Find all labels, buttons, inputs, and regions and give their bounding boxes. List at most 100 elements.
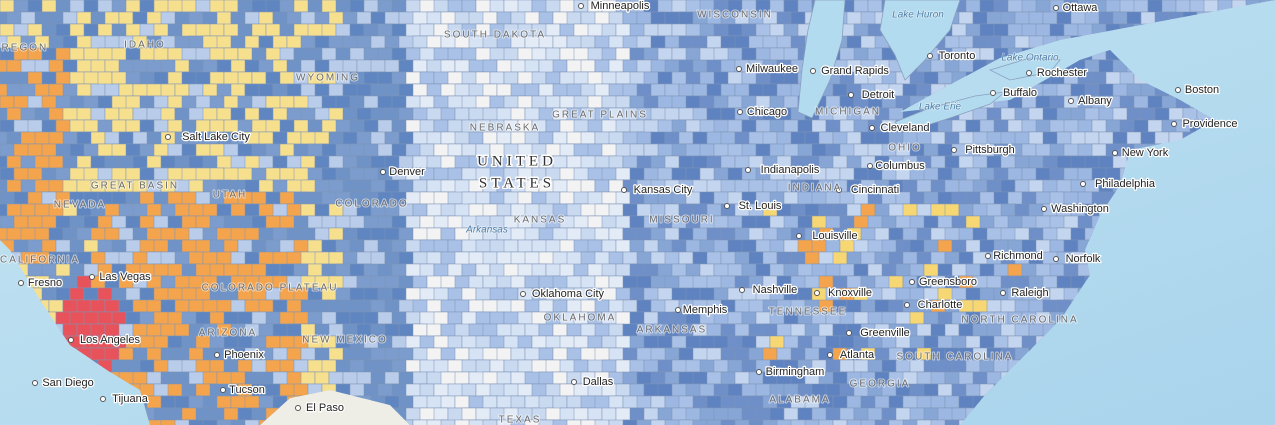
county xyxy=(552,299,568,313)
county xyxy=(216,83,232,97)
city-label: Fresno xyxy=(28,277,62,289)
county xyxy=(223,239,239,253)
county xyxy=(1021,143,1037,157)
county xyxy=(342,107,358,121)
county xyxy=(937,383,953,397)
county xyxy=(321,215,337,229)
region-label: KANSAS xyxy=(514,215,567,226)
county xyxy=(76,83,92,97)
county xyxy=(104,11,120,25)
county xyxy=(447,263,463,277)
county xyxy=(174,107,190,121)
city-dot xyxy=(745,167,751,173)
county xyxy=(587,407,603,421)
county xyxy=(475,95,491,109)
county xyxy=(755,383,771,397)
city-dot xyxy=(985,253,991,259)
county xyxy=(832,419,848,425)
city-label: Tijuana xyxy=(112,393,149,405)
county xyxy=(825,167,841,181)
county xyxy=(545,95,561,109)
county xyxy=(664,347,680,361)
county xyxy=(293,191,309,205)
water-label: Arkansas xyxy=(465,225,508,236)
city-dot xyxy=(18,280,24,286)
county xyxy=(545,23,561,37)
county xyxy=(678,59,694,73)
city-dot xyxy=(1053,5,1059,11)
county xyxy=(41,119,57,133)
county xyxy=(839,119,855,133)
county xyxy=(314,299,330,313)
county xyxy=(713,95,729,109)
county xyxy=(909,263,925,277)
county xyxy=(251,95,267,109)
county xyxy=(552,35,568,49)
county xyxy=(657,23,673,37)
county xyxy=(727,407,743,421)
county xyxy=(426,323,442,337)
county xyxy=(363,167,379,181)
county xyxy=(524,323,540,337)
county xyxy=(160,395,176,409)
county xyxy=(307,47,323,61)
county xyxy=(1126,107,1142,121)
county xyxy=(811,119,827,133)
county xyxy=(832,323,848,337)
county xyxy=(1014,323,1030,337)
county xyxy=(265,215,281,229)
county xyxy=(552,371,568,385)
county xyxy=(916,203,932,217)
county xyxy=(440,107,456,121)
county xyxy=(0,59,8,73)
county xyxy=(342,59,358,73)
city-dot xyxy=(380,169,386,175)
region-label: SOUTH CAROLINA xyxy=(897,352,1014,363)
county xyxy=(377,119,393,133)
city-label: Memphis xyxy=(683,304,728,316)
county xyxy=(447,143,463,157)
city-label: Nashville xyxy=(753,284,798,296)
county xyxy=(503,239,519,253)
county xyxy=(97,239,113,253)
county xyxy=(510,395,526,409)
county xyxy=(517,95,533,109)
city-label: Dallas xyxy=(583,376,614,388)
city-label: Tucson xyxy=(229,384,265,396)
county xyxy=(125,0,141,13)
county xyxy=(279,95,295,109)
county xyxy=(27,263,43,277)
county xyxy=(944,203,960,217)
county xyxy=(377,287,393,301)
water-label: Lake Ontario xyxy=(1001,53,1059,64)
county xyxy=(167,383,183,397)
county xyxy=(314,83,330,97)
county xyxy=(720,347,736,361)
county xyxy=(664,275,680,289)
county xyxy=(1049,95,1065,109)
county xyxy=(433,119,449,133)
county xyxy=(454,107,470,121)
city-dot xyxy=(89,274,95,280)
county xyxy=(230,107,246,121)
county xyxy=(1147,119,1163,133)
county xyxy=(370,371,386,385)
county xyxy=(608,227,624,241)
county xyxy=(174,299,190,313)
county xyxy=(888,275,904,289)
county xyxy=(482,419,498,425)
county xyxy=(846,203,862,217)
county xyxy=(153,95,169,109)
county xyxy=(6,155,22,169)
county xyxy=(580,179,596,193)
county xyxy=(874,419,890,425)
county xyxy=(846,251,862,265)
city-dot xyxy=(1000,290,1006,296)
county xyxy=(104,155,120,169)
county xyxy=(419,95,435,109)
county xyxy=(384,35,400,49)
city-dot xyxy=(675,307,681,313)
county xyxy=(930,395,946,409)
county xyxy=(202,227,218,241)
county xyxy=(517,335,533,349)
